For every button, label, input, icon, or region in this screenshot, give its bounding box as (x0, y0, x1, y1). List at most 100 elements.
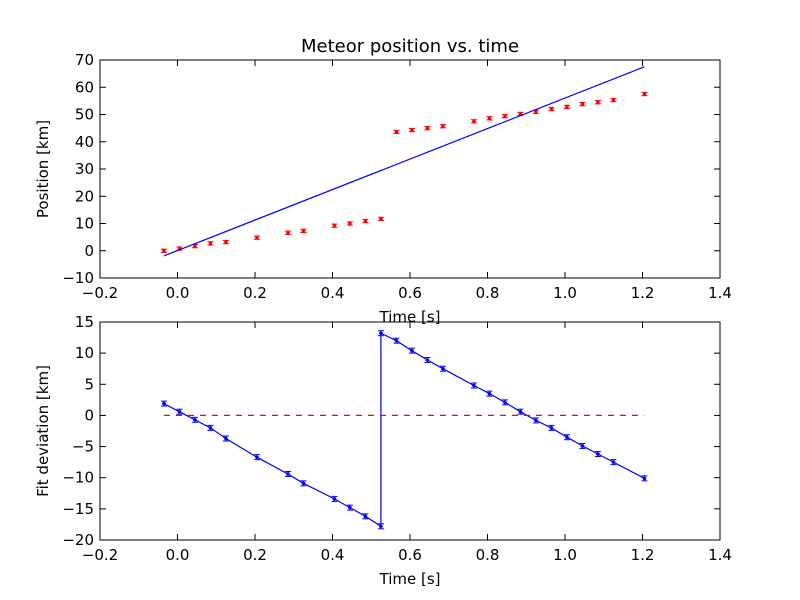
y-tick-label: 30 (75, 160, 94, 178)
axis-ticks: −0.2 0.0 0.2 0.4 0.6 0.8 1.0 1.2 1.4 −20 −15 −10 −5 0… (62, 313, 732, 564)
data-point (487, 391, 492, 396)
data-point (596, 452, 600, 456)
y-tick-label: −20 (62, 531, 94, 549)
data-point (580, 444, 585, 448)
x-tick-label: 0.4 (321, 284, 345, 302)
data-point (301, 229, 306, 233)
x-tick-label: 0.8 (476, 284, 500, 302)
data-point (642, 92, 647, 96)
data-point (642, 476, 647, 481)
y-tick-label: 10 (75, 215, 94, 233)
series-line (163, 66, 645, 257)
data-point (518, 409, 523, 414)
data-point (441, 124, 445, 129)
data-point (549, 426, 554, 430)
y-tick-label: 10 (75, 344, 94, 362)
data-point (193, 244, 197, 248)
data-point (565, 435, 569, 440)
data-point (534, 109, 538, 114)
data-point (503, 114, 507, 118)
data-point (177, 409, 182, 414)
data-point (348, 505, 352, 510)
y-tick-label: −10 (62, 469, 94, 487)
y-tick-label: 70 (75, 51, 94, 69)
data-point (472, 119, 476, 124)
data-point (193, 417, 197, 422)
data-point (487, 116, 492, 121)
x-tick-label: −0.2 (82, 284, 118, 302)
x-tick-label: 0.8 (476, 546, 500, 564)
x-tick-label: −0.2 (82, 546, 118, 564)
x-axis-label: Time [s] (379, 570, 441, 588)
data-point (255, 235, 259, 240)
y-tick-label: 5 (84, 375, 94, 393)
data-point (224, 240, 228, 244)
data-point (208, 241, 213, 246)
data-point (410, 348, 414, 353)
x-tick-label: 1.0 (553, 546, 577, 564)
data-marks (160, 330, 648, 530)
data-point (394, 130, 399, 134)
y-tick-label: 60 (75, 78, 94, 96)
data-point (301, 481, 306, 486)
x-tick-label: 0.2 (243, 546, 267, 564)
data-point (425, 358, 430, 362)
data-point (162, 248, 166, 253)
data-point (286, 472, 290, 476)
data-point (332, 497, 337, 501)
data-point (611, 98, 616, 102)
data-point (379, 524, 383, 529)
x-tick-label: 1.4 (708, 546, 732, 564)
data-point (332, 223, 337, 228)
x-tick-label: 0.0 (166, 546, 190, 564)
data-marks (160, 66, 648, 257)
y-tick-label: 20 (75, 187, 94, 205)
data-point (425, 126, 430, 130)
data-point (596, 100, 600, 105)
data-point (472, 383, 476, 388)
x-tick-label: 1.4 (708, 284, 732, 302)
y-tick-label: 50 (75, 106, 94, 124)
data-point (379, 217, 383, 221)
data-point (441, 366, 445, 371)
data-point (549, 107, 554, 111)
data-point (410, 128, 414, 132)
data-point (208, 426, 213, 430)
x-tick-label: 0.6 (398, 284, 422, 302)
y-tick-label: −5 (72, 438, 94, 456)
x-tick-label: 1.0 (553, 284, 577, 302)
position-vs-time-chart: Meteor position vs. time −0.2 0.0 0.2 0.4 0.… (34, 36, 732, 326)
series-line (163, 332, 645, 528)
y-axis-label: Position [km] (34, 120, 52, 218)
y-tick-label: 0 (84, 406, 94, 424)
data-point (162, 401, 166, 406)
data-point (611, 460, 616, 464)
data-point (580, 102, 585, 106)
x-tick-label: 1.2 (631, 546, 655, 564)
axis-ticks: −0.2 0.0 0.2 0.4 0.6 0.8 1.0 1.2 1.4 −10 0 10 20 30 40… (62, 51, 732, 302)
x-tick-label: 0.0 (166, 284, 190, 302)
y-axis-label: Fit deviation [km] (34, 365, 52, 497)
y-tick-label: 40 (75, 133, 94, 151)
data-point (565, 105, 569, 109)
x-tick-label: 1.2 (631, 284, 655, 302)
data-point (379, 331, 383, 336)
data-point (534, 418, 538, 423)
x-tick-label: 0.4 (321, 546, 345, 564)
data-point (255, 455, 259, 459)
x-tick-label: 0.2 (243, 284, 267, 302)
data-point (394, 338, 399, 343)
data-point (224, 436, 228, 441)
y-tick-label: 15 (75, 313, 94, 331)
data-point (503, 400, 507, 405)
y-tick-label: −10 (62, 269, 94, 287)
chart-title: Meteor position vs. time (301, 36, 519, 57)
data-point (286, 230, 290, 235)
data-point (348, 221, 352, 226)
x-tick-label: 0.6 (398, 546, 422, 564)
y-tick-label: 0 (84, 242, 94, 260)
data-point (363, 219, 368, 223)
data-point (363, 514, 368, 519)
